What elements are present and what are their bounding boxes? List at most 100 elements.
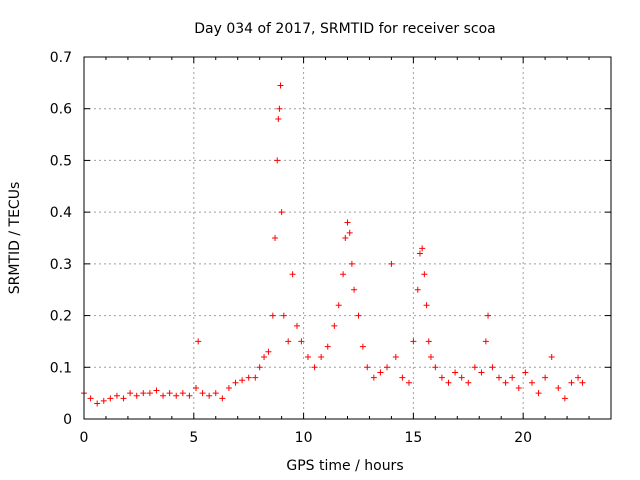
data-point (388, 260, 395, 267)
data-point (232, 379, 239, 386)
data-point (331, 322, 338, 329)
data-point (186, 392, 193, 399)
data-point (275, 116, 282, 123)
data-point (419, 245, 426, 252)
data-point (414, 286, 421, 293)
y-tick-label: 0.3 (50, 257, 72, 273)
y-tick-label: 0.6 (50, 102, 72, 118)
data-point (219, 395, 226, 402)
data-point (107, 395, 114, 402)
data-point (113, 392, 120, 399)
data-point (277, 82, 284, 89)
data-point (485, 312, 492, 319)
data-point (192, 384, 199, 391)
data-point (445, 379, 452, 386)
data-point (482, 338, 489, 345)
x-tick-label: 5 (189, 430, 198, 446)
data-point (351, 286, 358, 293)
data-point (173, 392, 180, 399)
data-point (335, 302, 342, 309)
data-point (166, 390, 173, 397)
data-point (272, 235, 279, 241)
data-point (359, 343, 366, 350)
data-point (399, 374, 406, 381)
data-point (280, 312, 287, 319)
data-point (318, 353, 325, 360)
data-point (579, 379, 586, 386)
tick-labels: 0 0.1 0.2 0.3 0.4 0.5 0.6 0.7 0 5 10 15 20 (50, 50, 532, 446)
data-point (146, 390, 153, 397)
data-point (269, 312, 276, 319)
data-point (542, 374, 549, 381)
x-tick-label: 15 (404, 430, 422, 446)
data-point (410, 338, 417, 345)
data-point (416, 250, 423, 257)
data-point (206, 392, 213, 399)
data-point (344, 219, 351, 226)
chart-title: Day 034 of 2017, SRMTID for receiver sco… (194, 21, 496, 37)
data-point (489, 364, 496, 371)
data-point (427, 353, 434, 360)
data-point (160, 392, 167, 399)
y-tick-label: 0.4 (50, 205, 72, 221)
x-axis-label: GPS time / hours (286, 458, 403, 474)
data-point (340, 271, 347, 278)
data-point (377, 369, 384, 376)
data-point (528, 379, 535, 386)
y-tick-label: 0.2 (50, 309, 72, 325)
data-point (465, 379, 472, 386)
data-points (81, 82, 586, 407)
data-point (535, 390, 542, 397)
data-point (432, 364, 439, 371)
data-point (458, 374, 465, 381)
data-point (225, 384, 232, 391)
data-point (293, 322, 300, 329)
data-point (324, 343, 331, 350)
data-point (256, 364, 263, 371)
data-point (561, 395, 568, 402)
data-point (522, 369, 529, 376)
data-point (140, 390, 147, 397)
data-point (311, 364, 318, 371)
y-tick-label: 0.5 (50, 153, 72, 169)
data-point (298, 338, 305, 345)
data-point (252, 374, 259, 381)
data-point (355, 312, 362, 319)
data-point (127, 390, 134, 397)
data-point (478, 369, 485, 376)
data-point (133, 392, 140, 399)
data-point (502, 379, 509, 386)
data-point (285, 338, 292, 345)
data-point (212, 390, 219, 397)
data-point (261, 353, 268, 360)
data-point (87, 395, 94, 402)
data-point (179, 390, 186, 397)
data-point (120, 395, 127, 402)
data-point (239, 377, 246, 384)
data-point (342, 235, 349, 241)
y-tick-label: 0 (63, 412, 72, 428)
data-point (370, 374, 377, 381)
data-point (392, 353, 399, 360)
data-point (153, 387, 160, 394)
x-tick-label: 20 (514, 430, 532, 446)
data-point (421, 271, 428, 278)
data-point (471, 364, 478, 371)
data-point (364, 364, 371, 371)
data-point (515, 384, 522, 391)
x-tick-label: 10 (295, 430, 313, 446)
data-point (555, 384, 562, 391)
data-point (276, 105, 283, 112)
data-point (423, 302, 430, 309)
data-point (265, 348, 272, 355)
data-point (384, 364, 391, 371)
data-point (568, 379, 575, 386)
data-point (509, 374, 516, 381)
data-point (346, 229, 353, 236)
grid-layer (84, 57, 611, 419)
data-point (348, 260, 355, 267)
data-point (100, 397, 107, 404)
data-point (195, 338, 202, 345)
data-point (452, 369, 459, 376)
